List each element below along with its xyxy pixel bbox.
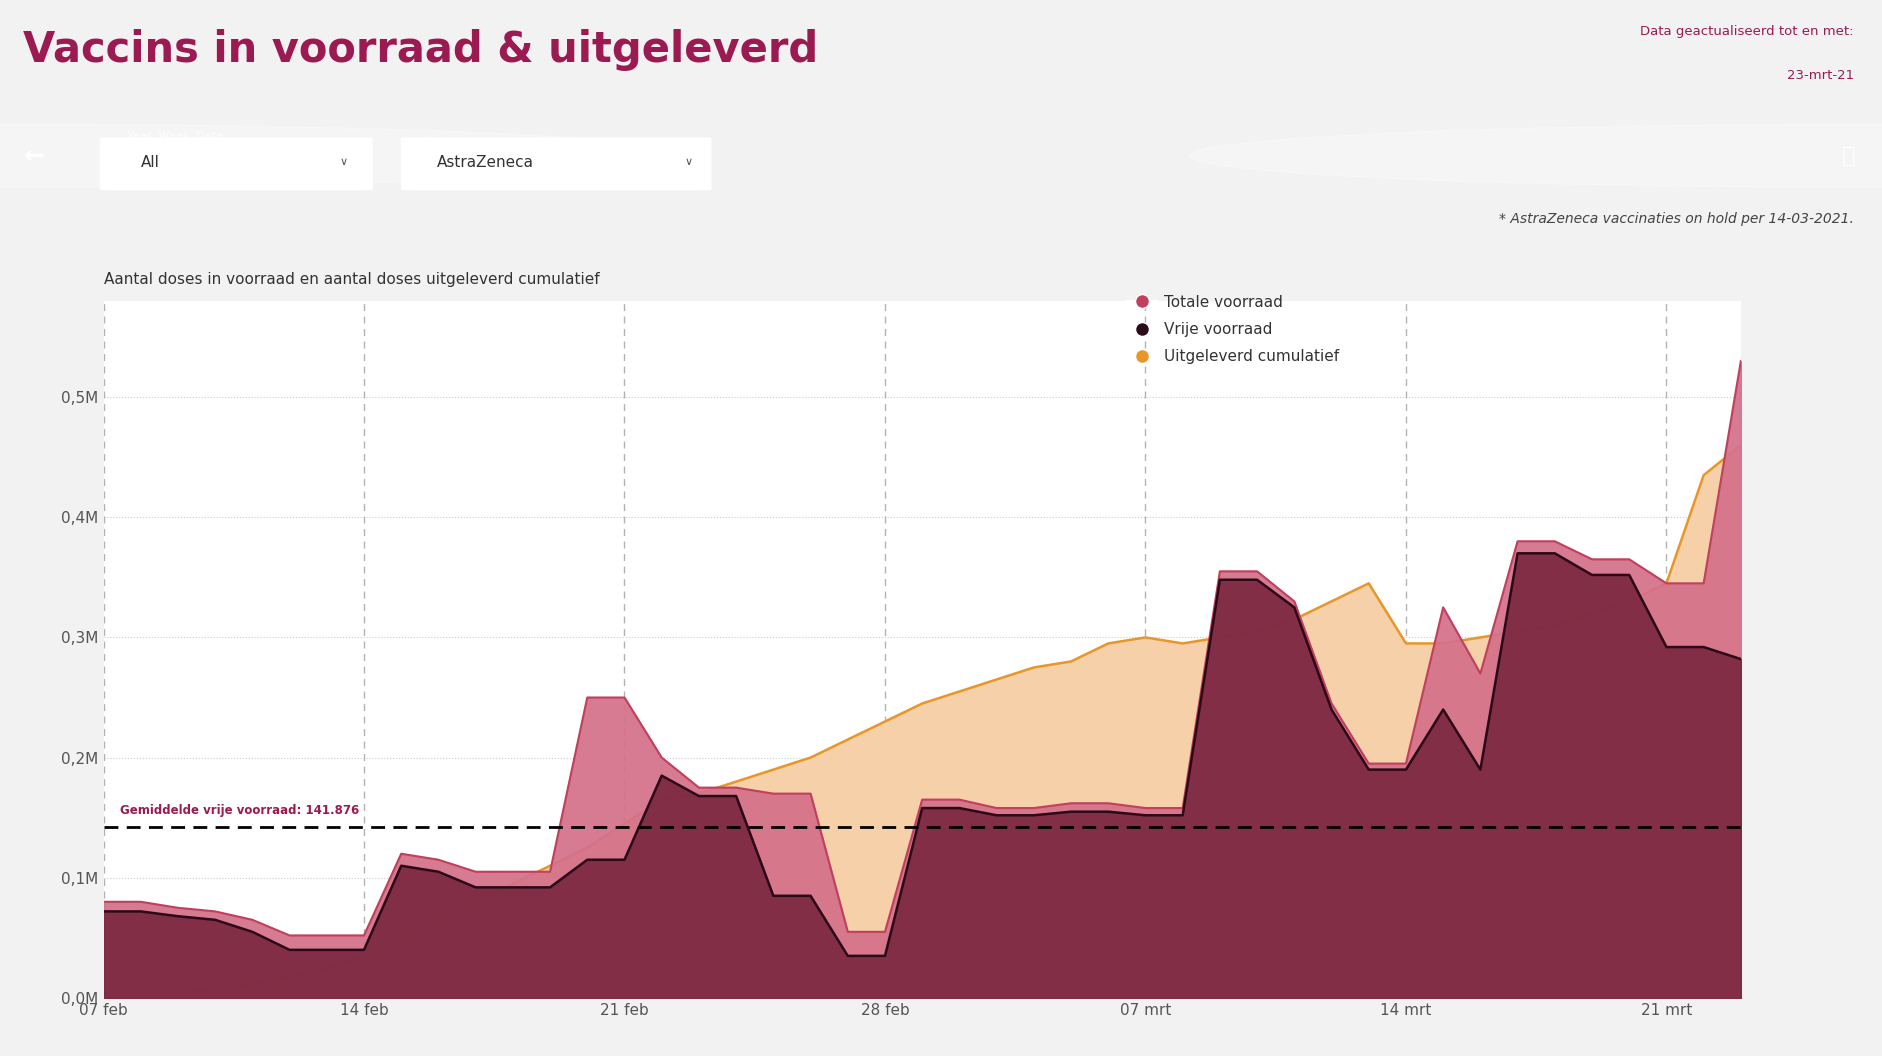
FancyBboxPatch shape [401,137,711,190]
Text: Aantal doses in voorraad en aantal doses uitgeleverd cumulatief: Aantal doses in voorraad en aantal doses… [104,272,598,287]
Text: Gemiddelde vrije voorraad: 141.876: Gemiddelde vrije voorraad: 141.876 [120,804,359,816]
Text: ∨: ∨ [341,157,348,167]
Text: * AstraZeneca vaccinaties on hold per 14-03-2021.: * AstraZeneca vaccinaties on hold per 14… [1498,212,1854,226]
Text: All: All [141,154,160,170]
Text: Data geactualiseerd tot en met:: Data geactualiseerd tot en met: [1641,24,1854,38]
Circle shape [0,125,693,187]
Text: Year, Week, Date: Year, Week, Date [128,131,222,142]
Text: Farmaceut: Farmaceut [423,137,482,147]
Text: ∨: ∨ [685,157,693,167]
Text: ←: ← [23,144,45,168]
Text: 23-mrt-21: 23-mrt-21 [1786,69,1854,82]
FancyBboxPatch shape [100,137,373,190]
Text: AstraZeneca: AstraZeneca [437,154,534,170]
Text: ⓘ: ⓘ [1841,146,1856,166]
Text: Vaccins in voorraad & uitgeleverd: Vaccins in voorraad & uitgeleverd [23,29,819,71]
Legend: Totale voorraad, Vrije voorraad, Uitgeleverd cumulatief: Totale voorraad, Vrije voorraad, Uitgele… [1125,295,1340,364]
Circle shape [1189,125,1882,187]
